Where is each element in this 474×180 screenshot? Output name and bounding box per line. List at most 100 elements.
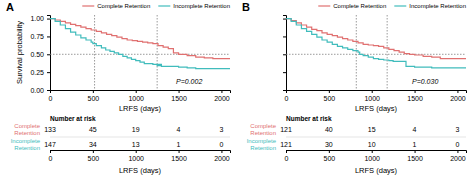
x-axis-tick-label: 1000 <box>128 95 144 102</box>
risk-row-label: CompleteRetention <box>250 123 276 136</box>
x-axis-tick: 500 <box>88 90 100 102</box>
risk-count: 15 <box>368 126 376 133</box>
legend-swatch <box>82 5 94 6</box>
risk-x-axis-tick: 0 <box>49 150 53 162</box>
risk-x-axis-tick: 2000 <box>450 150 466 162</box>
survival-curve <box>50 19 230 69</box>
risk-x-axis-tick-mark <box>286 150 287 153</box>
legend-item: Complete Retention <box>82 3 150 9</box>
legend-item: Incomplete Retention <box>394 3 466 9</box>
risk-x-axis-tick-label: 1000 <box>128 155 144 162</box>
risk-count: 0 <box>455 141 459 148</box>
risk-separator <box>50 137 230 138</box>
x-axis: 0500100015002000 <box>285 90 467 102</box>
x-axis-line <box>287 91 467 94</box>
y-axis-tick <box>283 54 286 55</box>
reference-line <box>157 15 158 90</box>
y-axis-tick-label: 1.00 <box>30 15 44 22</box>
risk-x-axis-tick-label: 1000 <box>364 155 380 162</box>
risk-count: 3 <box>219 126 223 133</box>
risk-count: 19 <box>132 126 140 133</box>
risk-count: 121 <box>280 126 292 133</box>
x-axis-tick-label: 1500 <box>407 95 423 102</box>
risk-count: 34 <box>89 141 97 148</box>
legend-label: Complete Retention <box>97 3 150 9</box>
risk-x-axis-tick: 500 <box>88 150 100 162</box>
risk-count: 30 <box>325 141 333 148</box>
risk-count: 0 <box>219 141 223 148</box>
panel-label: A <box>6 1 14 13</box>
y-axis-tick-mark <box>47 72 50 73</box>
risk-x-axis-tick-mark <box>415 150 416 153</box>
y-axis-tick: 1.00 <box>30 15 50 22</box>
x-axis-tick: 1000 <box>128 90 144 102</box>
y-axis-tick-label: 0.75 <box>30 33 44 40</box>
legend-label: Incomplete Retention <box>173 3 230 9</box>
y-axis-tick-label: 0.25 <box>30 69 44 76</box>
risk-x-axis-tick-label: 1500 <box>171 155 187 162</box>
risk-x-axis-tick-mark <box>136 150 137 153</box>
y-axis-title: Survival probability <box>15 21 24 84</box>
y-axis-tick-mark <box>283 54 286 55</box>
x-axis-tick: 2000 <box>214 90 230 102</box>
legend: Complete Retention Incomplete Retention <box>318 3 466 9</box>
risk-x-axis-tick-label: 500 <box>324 155 336 162</box>
risk-x-axis-line <box>287 151 467 154</box>
reference-line <box>387 15 388 90</box>
reference-line <box>94 15 95 90</box>
risk-table: 0500100015002000Number at riskCompleteRe… <box>11 115 231 175</box>
x-axis: 0 500 1000 1500 2000 <box>49 90 231 102</box>
risk-x-axis-tick-mark <box>179 150 180 153</box>
x-axis-tick-label: 0 <box>49 95 53 102</box>
y-axis-tick <box>283 36 286 37</box>
plot-area <box>50 15 230 90</box>
y-axis-line <box>47 16 51 91</box>
risk-count: 121 <box>280 141 292 148</box>
risk-count: 40 <box>325 126 333 133</box>
risk-x-axis-tick-mark <box>329 150 330 153</box>
x-axis-tick-label: 500 <box>324 95 336 102</box>
panel: 05001000150020000.000.250.500.751.00AP=0… <box>6 1 231 175</box>
x-axis-title: LRFS (days) <box>355 104 398 113</box>
risk-x-axis-tick: 500 <box>324 150 336 162</box>
legend-label: Complete Retention <box>333 3 386 9</box>
x-axis-tick-label: 1000 <box>364 95 380 102</box>
risk-x-axis-tick: 1000 <box>128 150 144 162</box>
risk-x-axis-tick-label: 500 <box>88 155 100 162</box>
risk-x-axis-tick: 0 <box>285 150 289 162</box>
legend-item: Incomplete Retention <box>158 3 230 9</box>
y-axis-tick-label: 0.50 <box>30 51 44 58</box>
plot-area <box>286 15 466 90</box>
y-axis-tick-mark <box>47 90 50 91</box>
y-axis-tick <box>283 90 286 91</box>
risk-x-axis-tick-mark <box>50 150 51 153</box>
legend: Complete Retention Incomplete Retention <box>82 3 230 9</box>
x-axis-tick-label: 1500 <box>171 95 187 102</box>
y-axis: 0.00 0.25 0.50 0.75 1.00 <box>30 15 50 93</box>
risk-x-axis-tick: 2000 <box>214 150 230 162</box>
panel-label: B <box>242 1 250 13</box>
risk-x-axis-title: LRFS (days) <box>119 166 162 175</box>
x-axis-tick-label: 500 <box>88 95 100 102</box>
y-axis-tick-mark <box>283 72 286 73</box>
y-axis-tick-mark <box>283 36 286 37</box>
risk-count: 10 <box>368 141 376 148</box>
reference-line <box>286 54 466 55</box>
x-axis-tick-mark <box>415 90 416 93</box>
legend-label: Incomplete Retention <box>409 3 466 9</box>
x-axis-tick-mark <box>221 90 222 93</box>
risk-x-axis-tick: 1000 <box>364 150 380 162</box>
y-axis-tick: 0.00 <box>30 87 50 94</box>
risk-count: 133 <box>44 126 56 133</box>
x-axis-tick-mark <box>372 90 373 93</box>
risk-row-label: IncompleteRetention <box>247 138 277 151</box>
risk-table: 0500100015002000Number at riskCompleteRe… <box>247 115 467 175</box>
survival-curve <box>286 19 466 68</box>
x-axis-line <box>51 91 231 94</box>
legend-swatch <box>158 5 170 6</box>
x-axis-tick-mark <box>136 90 137 93</box>
y-axis-tick <box>283 19 286 20</box>
risk-count: 4 <box>413 126 417 133</box>
risk-x-axis-tick-label: 0 <box>49 155 53 162</box>
y-axis-tick <box>283 72 286 73</box>
